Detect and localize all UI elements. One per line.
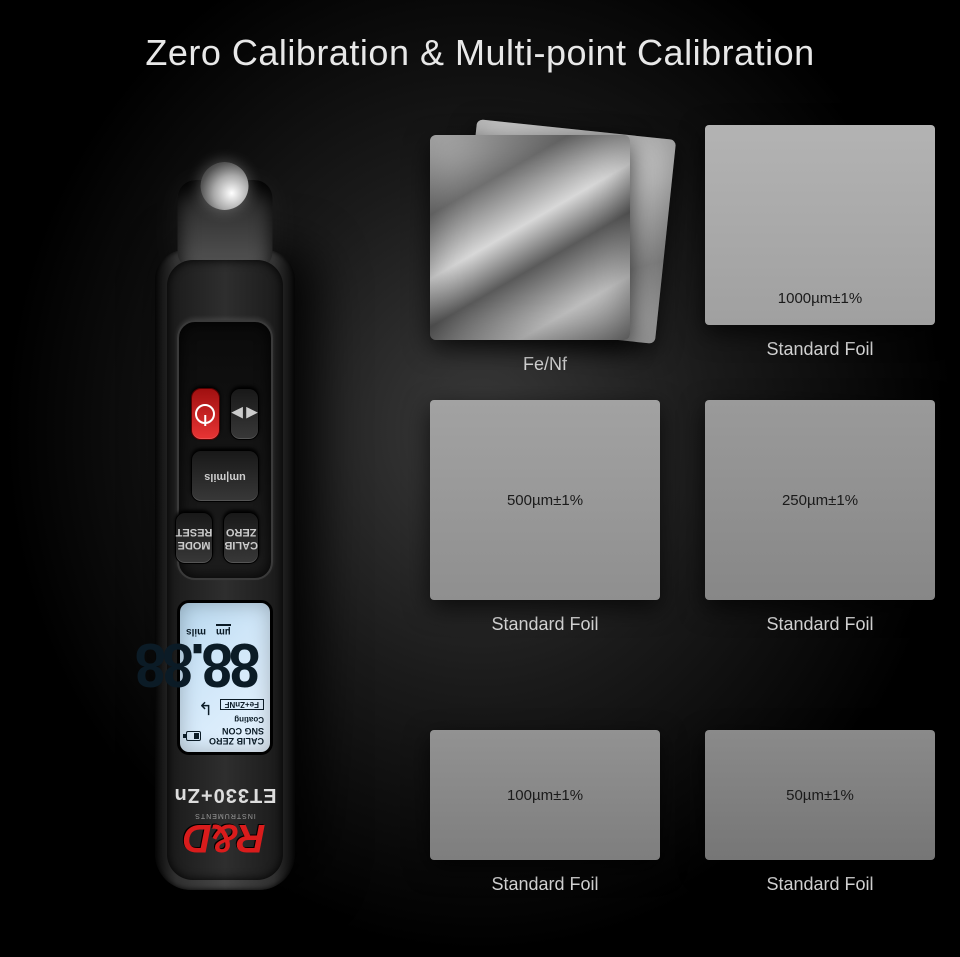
standard-foil: 500µm±1% (430, 400, 660, 600)
btn-label: ZERO (226, 525, 257, 538)
thickness-gauge-device: R&D INSTRUMENTS ET330+Zn CALIB ZERO SNG … (155, 160, 295, 890)
mode-reset-button[interactable]: MODE RESET (175, 512, 214, 564)
calibration-cell: Fe/Nf (430, 120, 660, 375)
power-button[interactable] (191, 388, 220, 440)
lcd-screen: CALIB ZERO SNG CON Coating Fe+ZnNF ↳ 88.… (177, 600, 273, 755)
foil-thickness-label: 500µm±1% (507, 492, 583, 509)
arrows-button[interactable]: ◀ ▶ (230, 388, 259, 440)
brand-subtext: INSTRUMENTS (155, 812, 295, 819)
foil-thickness-label: 50µm±1% (786, 787, 854, 804)
standard-foil: 250µm±1% (705, 400, 935, 600)
plate-caption: Standard Foil (430, 614, 660, 635)
calibration-items-grid: Fe/Nf 1000µm±1% Standard Foil 500µm±1% S… (430, 120, 935, 895)
calibration-cell: 250µm±1% Standard Foil (705, 395, 935, 635)
units-button[interactable]: um|mils (191, 450, 259, 502)
device-keypad: CALIB ZERO MODE RESET um|mils ◀ ▶ (177, 320, 273, 580)
lcd-substrate: Fe+ZnNF (220, 699, 264, 710)
btn-label: CALIB (224, 538, 258, 551)
standard-foil: 50µm±1% (705, 730, 935, 860)
calibration-cell: 100µm±1% Standard Foil (430, 655, 660, 895)
btn-label: MODE (178, 538, 211, 551)
metal-plate-front (430, 135, 630, 340)
power-icon (196, 404, 216, 424)
probe-tip (201, 162, 249, 210)
btn-label: um|mils (204, 469, 246, 482)
device-model: ET330+Zn (155, 783, 295, 806)
calib-zero-button[interactable]: CALIB ZERO (223, 512, 259, 564)
foil-thickness-label: 1000µm±1% (778, 290, 862, 307)
plate-caption: Standard Foil (705, 614, 935, 635)
metal-substrate-plates (430, 120, 660, 340)
lcd-arrow-icon: ↳ (198, 698, 213, 718)
brand-logo: R&D (155, 815, 295, 860)
calibration-cell: 50µm±1% Standard Foil (705, 655, 935, 895)
arrow-icons: ◀ ▶ (232, 406, 257, 423)
calibration-cell: 1000µm±1% Standard Foil (705, 120, 935, 375)
foil-thickness-label: 250µm±1% (782, 492, 858, 509)
plate-caption: Fe/Nf (430, 354, 660, 375)
foil-thickness-label: 100µm±1% (507, 787, 583, 804)
plate-caption: Standard Foil (705, 874, 935, 895)
plate-caption: Standard Foil (705, 339, 935, 360)
page-title: Zero Calibration & Multi-point Calibrati… (0, 32, 960, 74)
lcd-indicators: CALIB ZERO SNG CON (201, 726, 264, 746)
lcd-reading: 88.88 (190, 633, 260, 695)
standard-foil: 1000µm±1% (705, 125, 935, 325)
calibration-cell: 500µm±1% Standard Foil (430, 395, 660, 635)
standard-foil: 100µm±1% (430, 730, 660, 860)
btn-label: RESET (176, 525, 213, 538)
battery-icon (186, 731, 201, 741)
plate-caption: Standard Foil (430, 874, 660, 895)
